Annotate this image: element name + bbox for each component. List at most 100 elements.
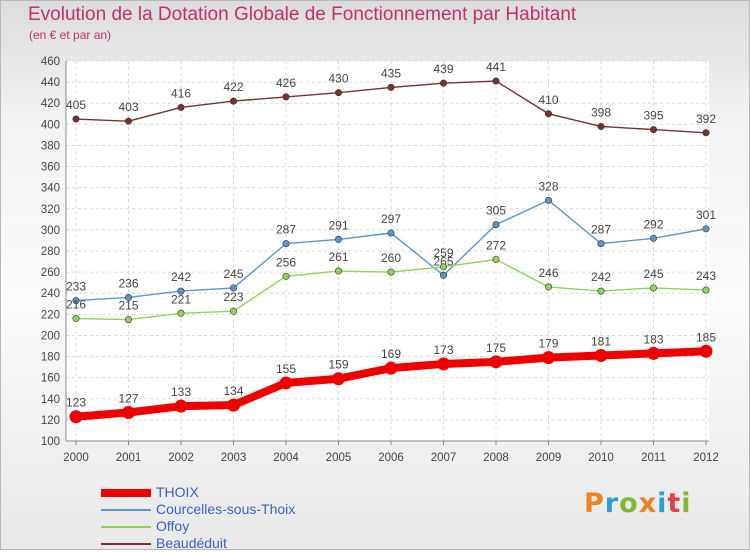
data-point-beaudeduit (334, 89, 342, 97)
y-tick-label: 280 (41, 246, 60, 258)
data-label-courcelles-sous-thoix: 245 (223, 267, 243, 281)
data-point-offoy (125, 316, 133, 324)
data-label-offoy: 221 (171, 292, 191, 306)
data-point-thoix (227, 398, 240, 412)
y-tick-label: 340 (41, 183, 60, 195)
data-point-courcelles-sous-thoix (230, 284, 238, 292)
data-label-offoy: 242 (591, 270, 611, 284)
data-point-offoy (702, 286, 710, 294)
data-label-beaudeduit: 435 (381, 66, 401, 80)
x-tick-label: 2000 (63, 452, 89, 464)
x-tick-label: 2003 (221, 452, 247, 464)
legend-swatch-thoix (101, 489, 151, 497)
data-label-courcelles-sous-thoix: 297 (381, 212, 401, 226)
data-label-thoix: 183 (643, 332, 663, 346)
data-point-offoy (72, 315, 80, 323)
data-label-beaudeduit: 441 (486, 60, 506, 74)
data-label-beaudeduit: 392 (696, 112, 716, 126)
y-tick-label: 240 (41, 288, 60, 300)
data-point-courcelles-sous-thoix (177, 287, 185, 295)
x-tick-label: 2012 (693, 452, 719, 464)
data-point-offoy (177, 309, 185, 317)
data-point-beaudeduit (544, 110, 552, 118)
data-point-thoix (594, 349, 608, 362)
y-tick-label: 140 (41, 394, 60, 406)
data-label-beaudeduit: 426 (276, 76, 296, 90)
x-tick-label: 2005 (326, 452, 352, 464)
data-point-thoix (647, 346, 660, 360)
data-point-offoy (387, 268, 395, 276)
data-point-courcelles-sous-thoix (492, 221, 500, 229)
data-point-courcelles-sous-thoix (125, 293, 133, 301)
data-label-thoix: 127 (118, 392, 138, 406)
x-tick-label: 2009 (536, 452, 562, 464)
data-label-thoix: 134 (223, 384, 243, 398)
y-tick-label: 300 (41, 225, 60, 237)
y-tick-label: 100 (41, 436, 60, 448)
data-label-courcelles-sous-thoix: 291 (328, 218, 348, 232)
data-point-offoy (597, 287, 605, 295)
logo-letter: i (657, 488, 668, 519)
data-point-beaudeduit (492, 77, 500, 85)
data-point-beaudeduit (439, 79, 447, 87)
data-point-thoix (279, 376, 293, 390)
data-point-courcelles-sous-thoix (544, 196, 552, 204)
data-label-offoy: 243 (696, 269, 716, 283)
data-label-offoy: 216 (66, 298, 86, 312)
chart-subtitle: (en € et par an) (29, 28, 112, 42)
y-tick-label: 380 (41, 140, 60, 152)
data-label-courcelles-sous-thoix: 265 (433, 254, 453, 268)
data-label-beaudeduit: 395 (643, 109, 663, 123)
data-label-thoix: 173 (433, 343, 453, 357)
data-point-beaudeduit (387, 83, 395, 91)
data-label-beaudeduit: 416 (171, 86, 191, 100)
data-label-thoix: 179 (538, 337, 558, 351)
x-tick-label: 2008 (483, 452, 509, 464)
data-point-courcelles-sous-thoix (72, 297, 80, 305)
y-tick-label: 440 (41, 77, 60, 89)
y-tick-label: 420 (41, 98, 60, 110)
y-tick-label: 360 (41, 162, 60, 174)
data-point-offoy (439, 263, 447, 271)
data-point-thoix (332, 372, 345, 386)
data-label-offoy: 260 (381, 251, 401, 265)
logo-letter: t (667, 488, 682, 519)
data-label-offoy: 246 (538, 266, 558, 280)
y-tick-label: 180 (41, 352, 60, 364)
data-label-courcelles-sous-thoix: 305 (486, 204, 506, 218)
data-point-beaudeduit (230, 97, 238, 105)
data-label-offoy: 215 (118, 299, 138, 313)
legend-swatch-courcelles (101, 509, 151, 511)
data-point-offoy (334, 267, 342, 275)
data-point-courcelles-sous-thoix (649, 234, 657, 242)
data-label-offoy: 261 (328, 250, 348, 264)
legend-item-thoix: THOIX (101, 484, 401, 502)
legend-item-courcelles: Courcelles-sous-Thoix (101, 501, 401, 519)
legend-swatch-offoy (101, 526, 151, 528)
data-label-offoy: 272 (486, 238, 506, 252)
data-point-courcelles-sous-thoix (282, 240, 290, 248)
data-point-beaudeduit (177, 103, 185, 111)
data-point-courcelles-sous-thoix (334, 235, 342, 243)
y-tick-label: 260 (41, 267, 60, 279)
data-point-beaudeduit (282, 93, 290, 101)
y-tick-label: 460 (41, 56, 60, 68)
data-point-thoix (542, 351, 555, 365)
x-tick-label: 2004 (273, 452, 299, 464)
y-tick-label: 220 (41, 309, 60, 321)
data-point-thoix (437, 357, 450, 371)
data-label-beaudeduit: 398 (591, 105, 611, 119)
data-point-beaudeduit (72, 115, 80, 123)
data-point-offoy (230, 307, 238, 315)
data-point-courcelles-sous-thoix (597, 240, 605, 248)
legend-label-beaudeduit: Beaudéduit (156, 535, 227, 551)
data-point-offoy (492, 255, 500, 263)
data-point-offoy (282, 272, 290, 280)
data-label-thoix: 155 (276, 362, 296, 376)
chart-title: Evolution de la Dotation Globale de Fonc… (28, 4, 577, 25)
data-point-beaudeduit (702, 129, 710, 137)
data-label-thoix: 181 (591, 335, 611, 349)
data-point-beaudeduit (597, 122, 605, 130)
